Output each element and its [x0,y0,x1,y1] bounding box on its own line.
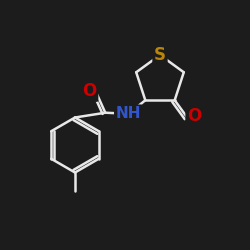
Text: O: O [82,82,97,100]
Text: S: S [154,46,166,64]
Text: O: O [187,107,201,125]
Text: NH: NH [116,106,141,121]
